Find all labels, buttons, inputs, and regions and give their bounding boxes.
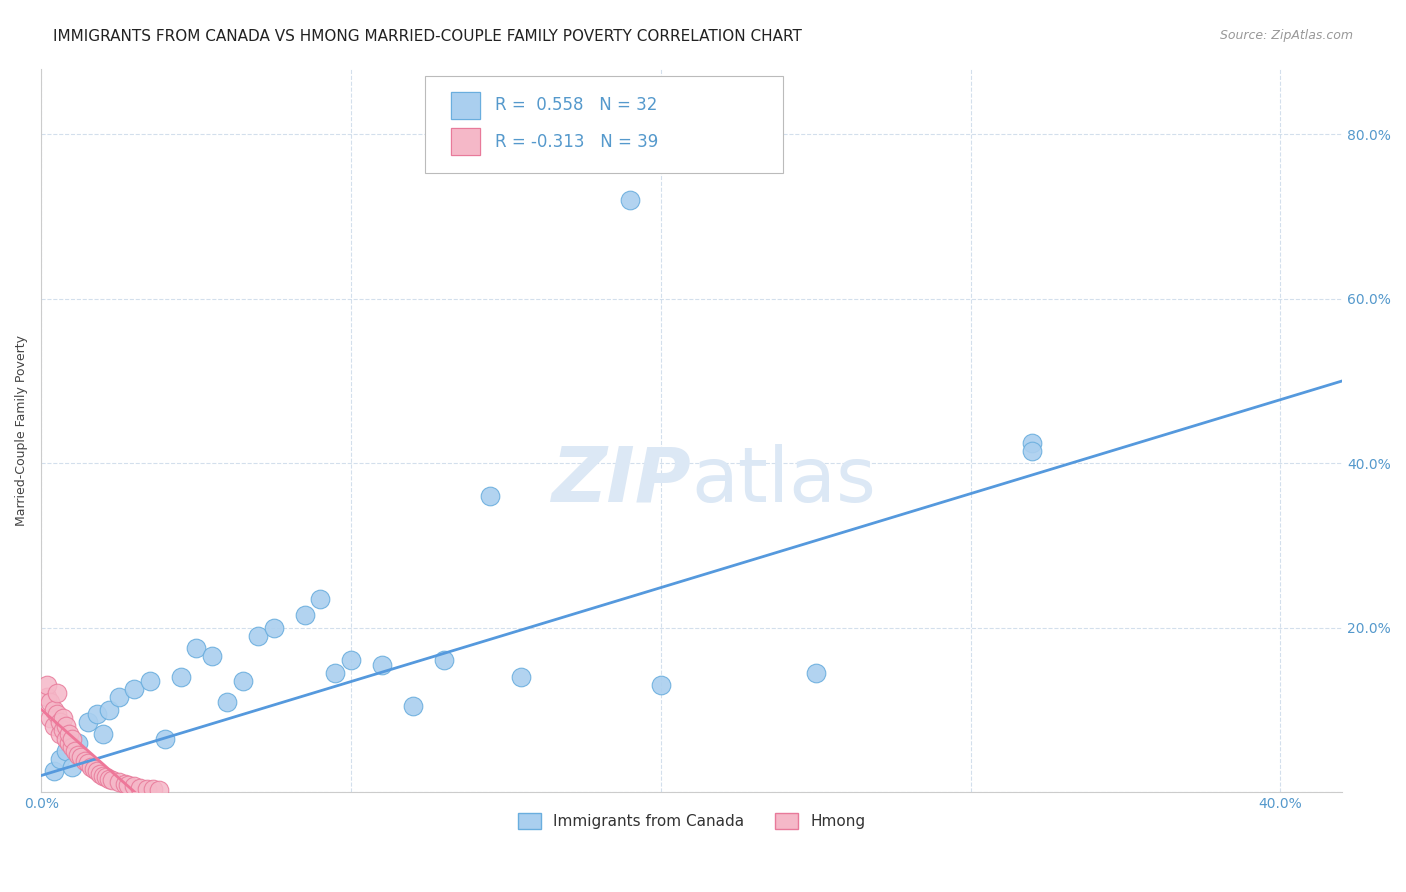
Point [433, 653, 456, 667]
Point [122, 682, 145, 697]
Point [60, 760, 83, 774]
Point [67, 736, 90, 750]
Point [117, 778, 139, 792]
Point [86, 706, 108, 721]
Point [101, 773, 124, 788]
Point [340, 653, 363, 667]
Point [45, 706, 67, 721]
Point [402, 698, 425, 713]
Point [37, 690, 59, 705]
Point [80, 760, 103, 774]
Point [55, 744, 77, 758]
Point [184, 641, 207, 656]
Point [42, 703, 65, 717]
Point [650, 678, 672, 692]
Point [479, 489, 502, 503]
Point [309, 591, 332, 606]
Point [325, 665, 347, 680]
Y-axis label: Married-Couple Family Poverty: Married-Couple Family Poverty [15, 334, 28, 525]
Text: R =  0.558   N = 32: R = 0.558 N = 32 [495, 96, 658, 114]
Point [52, 723, 75, 738]
Point [98, 703, 121, 717]
Point [96, 770, 118, 784]
FancyBboxPatch shape [425, 76, 783, 173]
Point [1021, 435, 1043, 450]
Point [142, 782, 165, 797]
Point [91, 768, 114, 782]
Point [215, 694, 238, 708]
Point [76, 715, 98, 730]
Point [42, 719, 65, 733]
Point [70, 750, 93, 764]
Text: R = -0.313   N = 39: R = -0.313 N = 39 [495, 133, 658, 151]
Point [98, 772, 121, 786]
Point [73, 754, 96, 768]
Point [37, 678, 59, 692]
Point [107, 690, 129, 705]
Point [86, 764, 108, 779]
Point [129, 780, 152, 795]
Legend: Immigrants from Canada, Hmong: Immigrants from Canada, Hmong [512, 806, 872, 835]
Point [91, 727, 114, 741]
Point [39, 711, 62, 725]
Text: Source: ZipAtlas.com: Source: ZipAtlas.com [1219, 29, 1353, 42]
Bar [451, 128, 479, 155]
Point [263, 621, 285, 635]
Text: IMMIGRANTS FROM CANADA VS HMONG MARRIED-COUPLE FAMILY POVERTY CORRELATION CHART: IMMIGRANTS FROM CANADA VS HMONG MARRIED-… [53, 29, 803, 44]
Point [49, 752, 72, 766]
Point [148, 783, 170, 797]
Bar [451, 128, 479, 155]
Point [107, 775, 129, 789]
Point [153, 731, 176, 746]
Point [67, 747, 90, 762]
Point [138, 673, 160, 688]
Point [45, 686, 67, 700]
Point [65, 744, 87, 758]
Point [804, 665, 827, 680]
Point [39, 694, 62, 708]
Point [122, 779, 145, 793]
Point [619, 193, 641, 207]
Point [52, 711, 75, 725]
Point [371, 657, 394, 672]
Point [60, 731, 83, 746]
Point [60, 739, 83, 754]
Point [510, 670, 533, 684]
Point [135, 781, 157, 796]
Point [76, 756, 98, 771]
Point [55, 731, 77, 746]
Point [58, 736, 80, 750]
Text: ZIP: ZIP [553, 444, 692, 518]
Bar [451, 92, 479, 120]
Point [58, 727, 80, 741]
Point [169, 670, 191, 684]
Point [49, 727, 72, 741]
Point [49, 715, 72, 730]
Point [89, 767, 111, 781]
Point [1021, 443, 1043, 458]
Point [55, 719, 77, 733]
Point [200, 649, 222, 664]
Point [114, 777, 136, 791]
Point [232, 673, 254, 688]
Text: atlas: atlas [692, 444, 876, 518]
Point [83, 762, 105, 776]
Point [247, 629, 270, 643]
Bar [451, 92, 479, 120]
Point [294, 608, 316, 623]
Point [42, 764, 65, 779]
